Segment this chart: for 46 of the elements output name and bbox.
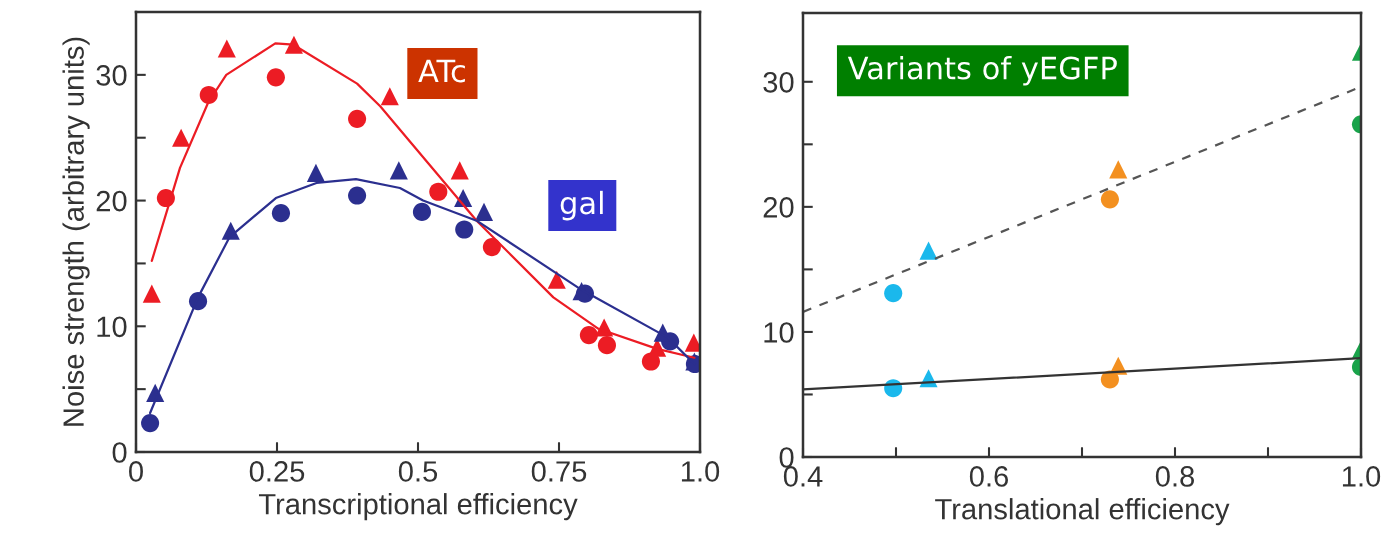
point (429, 182, 448, 201)
point (547, 270, 566, 289)
point (389, 161, 408, 180)
point (482, 238, 501, 257)
point (266, 68, 285, 87)
point (348, 109, 367, 128)
y-tick-label: 20 (96, 190, 127, 212)
x-tick-label: 0.8 (1155, 466, 1195, 487)
x-tick-label: 0.5 (398, 461, 438, 482)
point (142, 284, 161, 303)
point (348, 186, 367, 205)
point (172, 128, 191, 147)
point (455, 220, 474, 239)
point (217, 39, 236, 58)
x-tick-label: 1.0 (681, 461, 720, 482)
annotation: Variants of yEGFP (847, 55, 1117, 86)
point (884, 284, 903, 303)
point (1100, 190, 1119, 209)
point (597, 336, 616, 355)
x-tick-label: 0.6 (969, 466, 1008, 487)
y-tick-label: 10 (97, 316, 127, 338)
point (474, 202, 494, 221)
x-tick-label: 1.0 (1342, 466, 1381, 487)
x-axis-title: Transcriptional efficiency (258, 493, 578, 521)
point (450, 161, 469, 180)
y-tick-label: 30 (763, 71, 794, 93)
y-axis-title: Noise strength (arbitrary units) (62, 37, 90, 426)
point (271, 204, 290, 223)
x-tick-label: 0.25 (249, 461, 305, 482)
y-tick-label: 0 (112, 442, 127, 463)
annotation: ATc (418, 59, 465, 83)
point (380, 87, 399, 106)
point (412, 202, 431, 221)
point (141, 414, 160, 433)
y-tick-label: 10 (764, 322, 794, 343)
x-tick-label: 0.4 (783, 466, 823, 487)
x-axis-title: Translational efficiency (935, 498, 1230, 526)
y-tick-label: 0 (779, 447, 794, 468)
x-tick-label: 0.75 (531, 461, 587, 482)
y-tick-label: 30 (96, 65, 127, 86)
point (919, 241, 938, 260)
point (306, 163, 325, 182)
annotation: gal (560, 190, 603, 221)
x-tick-label: 0 (129, 461, 143, 482)
y-tick-label: 20 (763, 197, 794, 218)
point (579, 326, 598, 345)
